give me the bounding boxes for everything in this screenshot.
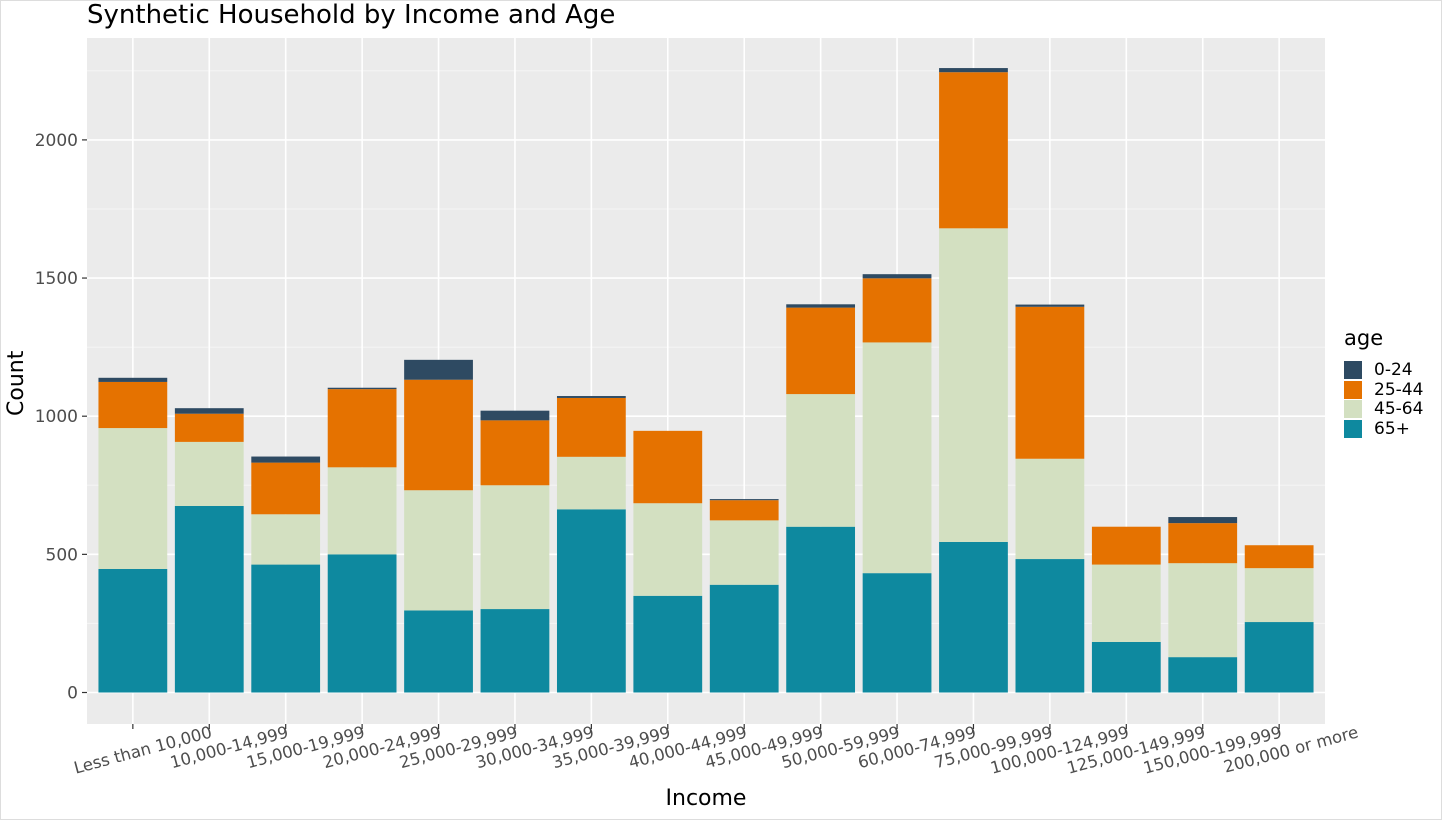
bar-segment [1091,526,1161,565]
bar-segment [1168,657,1238,693]
bar-segment [404,490,473,611]
legend: age 0-24 25-44 45-64 65+ [1344,326,1423,439]
bar-segment [404,359,473,380]
bar-segment [1244,568,1314,623]
bar-segment [939,541,1008,693]
bar-segment [327,387,397,390]
bar-segment [480,420,550,486]
bar-segment [1015,559,1085,693]
bar-segment [633,503,703,596]
bar-segment [556,397,626,457]
bar-segment [709,520,779,585]
bar-segment [98,381,168,429]
legend-item: 65+ [1344,419,1423,439]
bar-segment [786,304,856,308]
legend-item: 45-64 [1344,399,1423,419]
bar-segment [174,413,244,442]
bar-segment [786,307,856,395]
bar-segment [251,456,321,463]
bar-segment [1015,304,1085,307]
bar-segment [327,389,397,468]
bar-segment [174,441,244,506]
bar-segment [251,514,321,565]
bar-segment [786,394,856,527]
bar-segment [633,430,703,504]
bar-segment [251,564,321,693]
legend-label: 65+ [1374,418,1410,439]
bar-segment [1091,641,1161,693]
bar-segment [862,274,932,279]
y-axis-title: Count [4,350,29,416]
legend-label: 45-64 [1374,399,1424,420]
bar-segment [480,609,550,693]
legend-item: 25-44 [1344,380,1423,400]
legend-swatch [1344,380,1362,399]
bar-segment [1168,523,1238,564]
bar-segment [1244,545,1314,569]
bar-segment [862,573,932,693]
y-tick-label: 500 [46,545,78,565]
bar-segment [1015,458,1085,560]
bar-segment [709,500,779,521]
legend-title: age [1344,326,1384,350]
bar-segment [174,505,244,693]
bar-segment [480,485,550,610]
legend-label: 0-24 [1374,359,1413,380]
bar-segment [480,410,550,421]
bar-segment [939,68,1008,73]
legend-item: 0-24 [1344,360,1423,380]
bar-segment [404,379,473,491]
bar-segment [862,342,932,574]
y-tick-label: 0 [67,684,78,704]
legend-swatch [1344,400,1362,419]
bar-segment [939,72,1008,229]
bar-segment [404,610,473,693]
bar-segment [98,428,168,569]
bar-segment [633,595,703,693]
bar-segment [1168,563,1238,658]
bar-segment [709,584,779,693]
bar-segment [1091,564,1161,642]
bar-segment [327,554,397,693]
bar-segment [556,456,626,510]
legend-swatch [1344,419,1362,438]
bar-segment [174,408,244,414]
y-tick-label: 1000 [35,407,78,427]
bar-segment [556,509,626,693]
bar-segment [98,377,168,382]
bar-segment [709,499,779,501]
legend-swatch [1344,360,1362,379]
bar-segment [939,228,1008,542]
chart-title: Synthetic Household by Income and Age [87,0,616,30]
legend-label: 25-44 [1374,379,1424,400]
bar-segment [786,526,856,693]
bar-segment [862,278,932,343]
bar-segment [1168,517,1238,524]
x-axis-title: Income [665,786,747,811]
bar-segment [1244,622,1314,693]
y-tick-label: 2000 [35,131,78,151]
bar-segment [251,462,321,515]
y-tick-label: 1500 [35,269,78,289]
bar-segment [98,568,168,693]
bar-segment [327,467,397,555]
bar-segment [1015,306,1085,459]
bar-segment [556,396,626,398]
